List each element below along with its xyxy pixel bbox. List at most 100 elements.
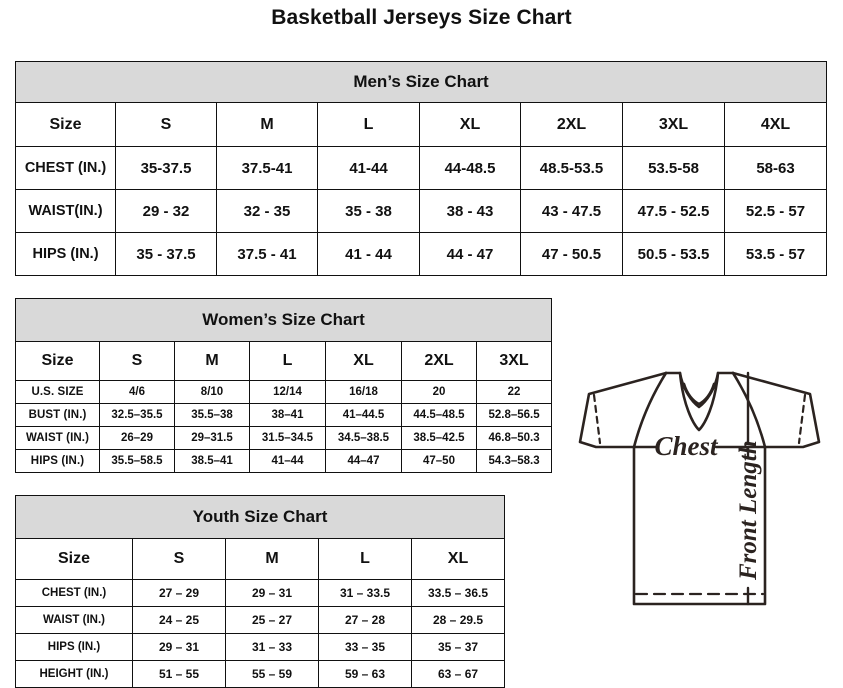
womens-cell: 16/18 xyxy=(325,380,402,404)
womens-col-header-s: S xyxy=(99,341,175,381)
youth-cell: 24 – 25 xyxy=(132,606,226,634)
womens-row-label: U.S. SIZE xyxy=(15,380,100,404)
mens-cell: 38 - 43 xyxy=(419,189,521,233)
mens-col-header-4xl: 4XL xyxy=(723,102,828,147)
youth-col-header-size: Size xyxy=(15,538,133,580)
womens-cell: 44.5–48.5 xyxy=(401,403,477,427)
mens-size-chart-table: Men’s Size Chart Size S M L XL 2XL 3XL 4… xyxy=(14,61,828,276)
mens-row-label: HIPS (IN.) xyxy=(15,232,116,276)
youth-cell: 55 – 59 xyxy=(225,660,319,688)
neckline-outer xyxy=(664,371,735,432)
womens-col-header-m: M xyxy=(174,341,250,381)
mens-col-header-3xl: 3XL xyxy=(622,102,725,147)
youth-col-header-xl: XL xyxy=(410,538,506,580)
table-row: BUST (IN.) 32.5–35.5 35.5–38 38–41 41–44… xyxy=(15,403,553,427)
womens-chart-caption: Women’s Size Chart xyxy=(14,298,553,342)
right-armhole-seam xyxy=(731,371,767,449)
womens-cell: 35.5–38 xyxy=(174,403,250,427)
table-caption-row: Men’s Size Chart xyxy=(14,61,828,103)
womens-cell: 46.8–50.3 xyxy=(475,426,553,450)
youth-row-label: HIPS (IN.) xyxy=(15,633,133,661)
womens-cell: 26–29 xyxy=(99,426,175,450)
mens-chart-caption: Men’s Size Chart xyxy=(14,61,828,103)
womens-row-label: BUST (IN.) xyxy=(15,403,100,427)
table-caption-row: Youth Size Chart xyxy=(14,495,506,539)
womens-cell: 8/10 xyxy=(174,380,250,404)
youth-cell: 51 – 55 xyxy=(132,660,226,688)
youth-col-header-s: S xyxy=(132,538,226,580)
mens-cell: 58-63 xyxy=(723,146,828,190)
youth-cell: 63 – 67 xyxy=(410,660,506,688)
womens-cell: 35.5–58.5 xyxy=(99,449,175,473)
youth-cell: 25 – 27 xyxy=(225,606,319,634)
table-row: CHEST (IN.) 35-37.5 37.5-41 41-44 44-48.… xyxy=(15,146,828,190)
womens-cell: 54.3–58.3 xyxy=(475,449,553,473)
womens-cell: 12/14 xyxy=(249,380,326,404)
mens-cell: 41-44 xyxy=(317,146,420,190)
womens-cell: 38.5–42.5 xyxy=(401,426,477,450)
youth-cell: 31 – 33 xyxy=(225,633,319,661)
youth-col-header-m: M xyxy=(225,538,319,580)
body-outline xyxy=(632,445,767,606)
table-row: CHEST (IN.) 27 – 29 29 – 31 31 – 33.5 33… xyxy=(15,579,506,607)
mens-cell: 43 - 47.5 xyxy=(520,189,623,233)
womens-row-label: HIPS (IN.) xyxy=(15,449,100,473)
womens-cell: 4/6 xyxy=(99,380,175,404)
womens-cell: 47–50 xyxy=(401,449,477,473)
table-row: WAIST (IN.) 24 – 25 25 – 27 27 – 28 28 –… xyxy=(15,606,506,634)
mens-cell: 53.5 - 57 xyxy=(723,232,828,276)
youth-cell: 27 – 29 xyxy=(132,579,226,607)
mens-col-header-m: M xyxy=(216,102,318,147)
collar-band-inner xyxy=(682,382,716,406)
womens-cell: 31.5–34.5 xyxy=(249,426,326,450)
chest-measurement-label: Chest xyxy=(654,431,719,461)
mens-cell: 37.5-41 xyxy=(216,146,318,190)
mens-col-header-2xl: 2XL xyxy=(520,102,623,147)
table-row: HIPS (IN.) 35.5–58.5 38.5–41 41–44 44–47… xyxy=(15,449,553,473)
womens-col-header-xl: XL xyxy=(325,341,402,381)
left-armhole-seam xyxy=(632,371,668,449)
womens-cell: 22 xyxy=(475,380,553,404)
womens-cell: 38–41 xyxy=(249,403,326,427)
table-row: U.S. SIZE 4/6 8/10 12/14 16/18 20 22 xyxy=(15,380,553,404)
mens-col-header-xl: XL xyxy=(419,102,521,147)
mens-cell: 35 - 37.5 xyxy=(115,232,217,276)
youth-cell: 28 – 29.5 xyxy=(410,606,506,634)
table-row: HIPS (IN.) 35 - 37.5 37.5 - 41 41 - 44 4… xyxy=(15,232,828,276)
mens-col-header-s: S xyxy=(115,102,217,147)
mens-cell: 44 - 47 xyxy=(419,232,521,276)
womens-cell: 32.5–35.5 xyxy=(99,403,175,427)
table-row: HEIGHT (IN.) 51 – 55 55 – 59 59 – 63 63 … xyxy=(15,660,506,688)
left-sleeve-outline xyxy=(578,371,668,449)
womens-cell: 38.5–41 xyxy=(174,449,250,473)
youth-row-label: HEIGHT (IN.) xyxy=(15,660,133,688)
womens-col-header-l: L xyxy=(249,341,326,381)
mens-cell: 50.5 - 53.5 xyxy=(622,232,725,276)
youth-col-header-l: L xyxy=(318,538,412,580)
mens-row-label: WAIST(IN.) xyxy=(15,189,116,233)
youth-row-label: CHEST (IN.) xyxy=(15,579,133,607)
mens-cell: 35 - 38 xyxy=(317,189,420,233)
womens-cell: 29–31.5 xyxy=(174,426,250,450)
mens-col-header-l: L xyxy=(317,102,420,147)
youth-cell: 35 – 37 xyxy=(410,633,506,661)
womens-cell: 20 xyxy=(401,380,477,404)
youth-chart-caption: Youth Size Chart xyxy=(14,495,506,539)
womens-cell: 44–47 xyxy=(325,449,402,473)
youth-size-chart-table: Youth Size Chart Size S M L XL CHEST (IN… xyxy=(14,495,506,688)
mens-cell: 47.5 - 52.5 xyxy=(622,189,725,233)
youth-cell: 33.5 – 36.5 xyxy=(410,579,506,607)
youth-cell: 29 – 31 xyxy=(225,579,319,607)
youth-cell: 33 – 35 xyxy=(318,633,412,661)
youth-cell: 59 – 63 xyxy=(318,660,412,688)
mens-cell: 32 - 35 xyxy=(216,189,318,233)
mens-cell: 35-37.5 xyxy=(115,146,217,190)
womens-cell: 52.8–56.5 xyxy=(475,403,553,427)
table-header-row: Size S M L XL 2XL 3XL 4XL xyxy=(15,102,828,147)
womens-col-header-3xl: 3XL xyxy=(475,341,553,381)
youth-cell: 27 – 28 xyxy=(318,606,412,634)
right-cuff-dashed-line xyxy=(797,393,807,445)
table-row: WAIST (IN.) 26–29 29–31.5 31.5–34.5 34.5… xyxy=(15,426,553,450)
table-header-row: Size S M L XL xyxy=(15,538,506,580)
mens-cell: 29 - 32 xyxy=(115,189,217,233)
